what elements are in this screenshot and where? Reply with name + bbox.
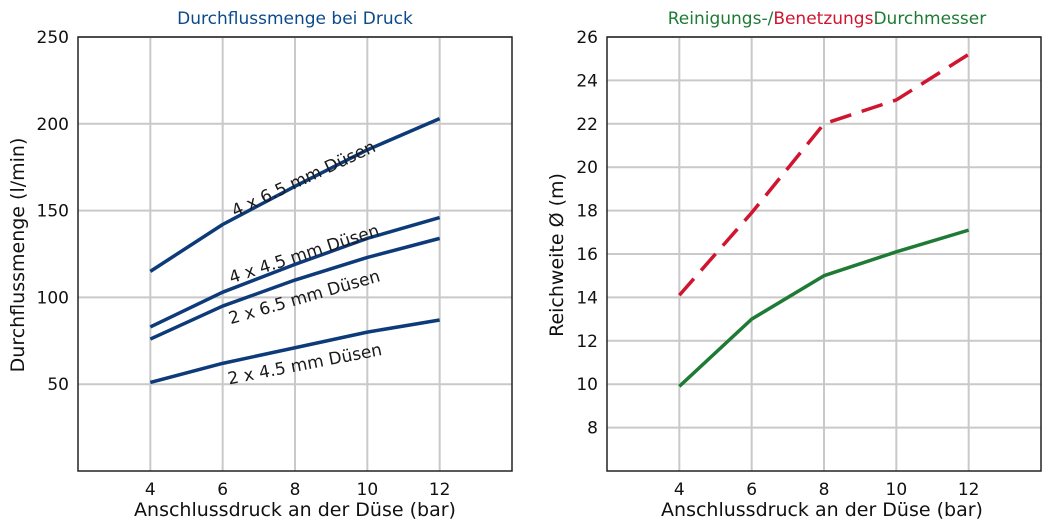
x-tick-label: 12: [429, 480, 451, 500]
y-tick-label: 50: [47, 375, 69, 395]
range-chart-title-part: Durchmesser: [873, 9, 986, 29]
y-tick-label: 18: [576, 202, 598, 222]
plot-frame: [606, 36, 1042, 472]
y-tick-label: 150: [37, 202, 69, 222]
series-label: 4 x 6.5 mm Düsen: [229, 137, 379, 222]
y-tick-label: 100: [37, 288, 69, 308]
series-line: [678, 228, 970, 388]
y-tick-label: 26: [576, 28, 598, 48]
flow-chart-xlabel: Anschlussdruck an der Düse (bar): [134, 499, 456, 521]
range-chart-ylabel: Reichweite Ø (m): [546, 173, 568, 337]
y-tick-label: 20: [576, 158, 598, 178]
plot-frame: [77, 36, 513, 472]
series-line: [678, 52, 970, 297]
y-tick-label: 8: [587, 419, 598, 439]
series-line: [149, 236, 441, 341]
flow-chart-ylabel: Durchflussmenge (l/min): [7, 138, 29, 373]
x-tick-label: 6: [217, 480, 228, 500]
range-chart-title-part: Reinigungs-/: [668, 9, 774, 29]
x-tick-label: 8: [819, 480, 830, 500]
range-chart-xlabel: Anschlussdruck an der Düse (bar): [661, 499, 983, 521]
x-tick-label: 8: [290, 480, 301, 500]
y-tick-label: 200: [37, 115, 69, 135]
y-tick-label: 250: [37, 28, 69, 48]
x-tick-label: 12: [958, 480, 980, 500]
series-line: [149, 318, 440, 385]
series-line: [149, 215, 441, 329]
y-tick-label: 16: [576, 245, 598, 265]
x-tick-label: 6: [746, 480, 757, 500]
series-label: 2 x 4.5 mm Düsen: [226, 340, 384, 389]
series-line: [149, 116, 441, 273]
y-tick-label: 12: [576, 332, 598, 352]
range-chart-title: Reinigungs-/BenetzungsDurchmesser: [668, 9, 987, 29]
x-tick-label: 10: [886, 480, 908, 500]
y-tick-label: 14: [576, 288, 598, 308]
y-tick-label: 10: [576, 375, 598, 395]
y-tick-label: 22: [576, 115, 598, 135]
x-tick-label: 10: [357, 480, 379, 500]
range-chart-title-part: Benetzungs: [773, 9, 873, 29]
x-tick-label: 4: [674, 480, 685, 500]
y-tick-label: 24: [576, 71, 598, 91]
x-tick-label: 4: [145, 480, 156, 500]
flow-chart-title: Durchflussmenge bei Druck: [177, 9, 413, 29]
